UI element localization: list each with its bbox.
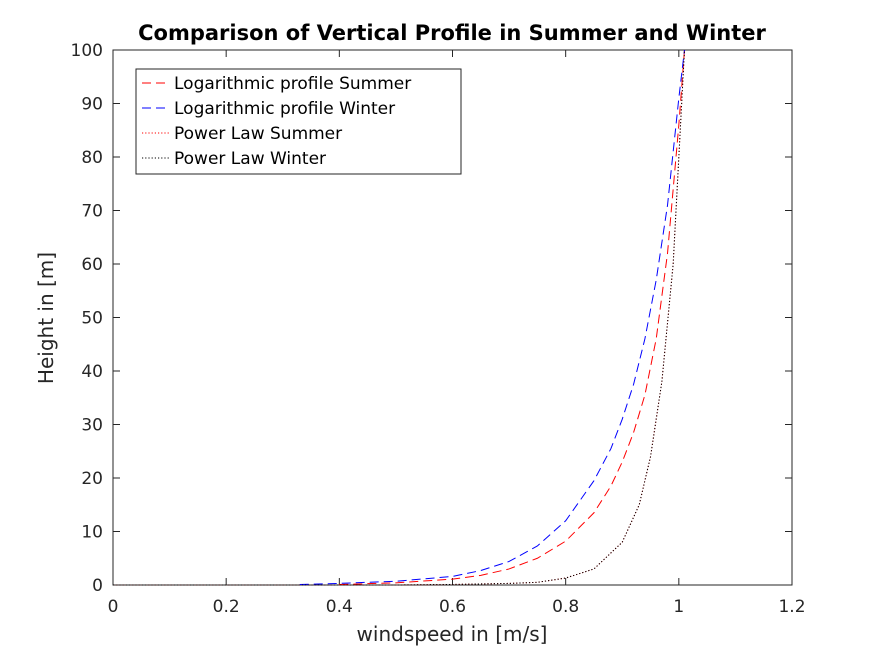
y-tick-label: 10 [81, 523, 103, 543]
chart-title: Comparison of Vertical Profile in Summer… [138, 21, 766, 45]
x-tick-label: 0.4 [326, 597, 353, 617]
legend-label: Logarithmic profile Summer [174, 74, 411, 94]
x-tick-label: 0.6 [439, 597, 466, 617]
x-axis-label: windspeed in [m/s] [357, 622, 548, 646]
y-tick-label: 80 [81, 148, 103, 168]
series-power-winter [113, 49, 685, 586]
y-tick-label: 30 [81, 416, 103, 436]
y-tick-label: 100 [71, 41, 103, 61]
y-tick-label: 90 [81, 95, 103, 115]
x-tick-label: 1 [673, 597, 684, 617]
y-tick-label: 20 [81, 469, 103, 489]
x-tick-label: 0.2 [213, 597, 240, 617]
y-tick-label: 60 [81, 255, 103, 275]
x-tick-label: 0 [108, 597, 119, 617]
y-tick-label: 40 [81, 362, 103, 382]
y-tick-label: 50 [81, 309, 103, 329]
legend-label: Power Law Winter [174, 149, 326, 169]
series-log-winter [299, 49, 685, 585]
legend: Logarithmic profile Summer Logarithmic pr… [135, 68, 462, 175]
y-axis-label: Height in [m] [34, 252, 58, 384]
y-tick-label: 0 [92, 576, 103, 596]
plot-area: 0 0.2 0.4 0.6 0.8 1 1.2 0 10 20 30 40 50 60 70 80 90 100 [71, 41, 806, 617]
series-log-summer [339, 49, 685, 585]
x-tick-label: 1.2 [778, 597, 805, 617]
legend-label: Power Law Summer [174, 124, 342, 144]
x-tick-label: 0.8 [552, 597, 579, 617]
legend-label: Logarithmic profile Winter [174, 99, 395, 119]
y-tick-label: 70 [81, 202, 103, 222]
legend-box [135, 68, 462, 175]
